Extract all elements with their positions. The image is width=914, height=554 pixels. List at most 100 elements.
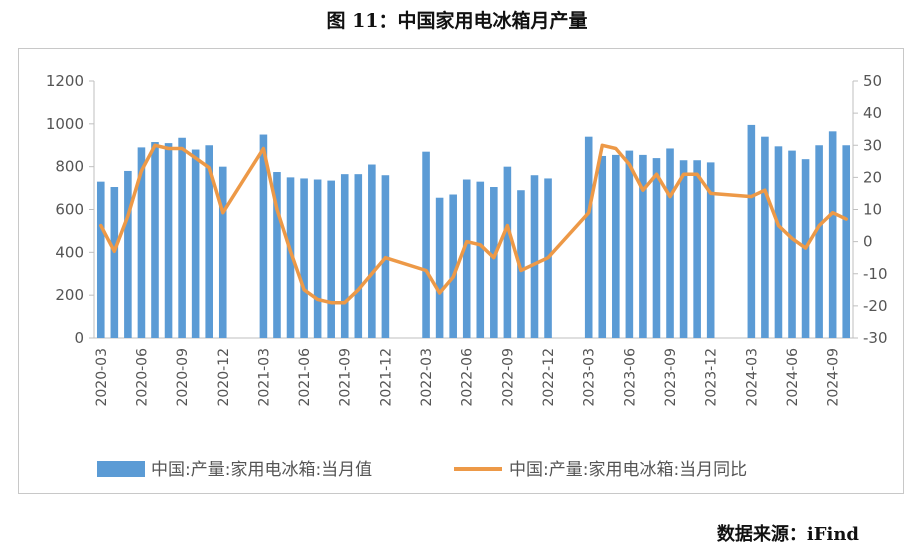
line-point (262, 147, 264, 149)
line-point (303, 289, 305, 291)
x-tick-label: 2023-09 (663, 348, 679, 407)
line-point (588, 212, 590, 214)
line-point (615, 147, 617, 149)
line-point (655, 173, 657, 175)
line-point (168, 147, 170, 149)
x-tick-label: 2023-03 (582, 348, 598, 407)
y-right-tick-label: -30 (863, 329, 888, 347)
line-point (195, 157, 197, 159)
line-point (479, 244, 481, 246)
line-point (100, 225, 102, 227)
bar (327, 180, 335, 338)
bar (164, 143, 173, 338)
y-right-tick-label: 10 (863, 201, 882, 219)
chart-svg: 0 200 400 600 800 1000 1200 -30 -20 -10 0 10 20 30 40 5… (46, 72, 888, 480)
x-tick-label: 2021-12 (378, 348, 394, 407)
bar (96, 181, 105, 338)
line-point (696, 173, 698, 175)
bar (300, 178, 308, 338)
line-point (113, 250, 115, 252)
x-tick-label: 2024-09 (826, 348, 842, 407)
bar (503, 166, 512, 338)
line-point (750, 196, 752, 198)
x-tick-label: 2020-09 (175, 348, 191, 407)
bar (706, 162, 715, 338)
bar (639, 154, 647, 338)
line-point (832, 212, 834, 214)
line-point (669, 196, 671, 198)
bar (625, 150, 634, 338)
line-point (140, 170, 142, 172)
x-tick-label: 2021-06 (297, 348, 313, 407)
line-point (520, 270, 522, 272)
y-right-tick-label: -20 (863, 297, 888, 315)
legend-line-label: 中国:产量:家用电冰箱:当月同比 (509, 460, 747, 480)
x-tick-label: 2023-06 (622, 348, 638, 407)
line-point (818, 225, 820, 227)
data-source: 数据来源：iFind (716, 524, 859, 545)
bar (747, 124, 756, 338)
bar (476, 181, 485, 338)
bar (191, 149, 200, 338)
line-point (317, 298, 319, 300)
bar (530, 175, 539, 338)
bar (354, 174, 363, 338)
line-point (344, 302, 346, 304)
y-left-tick-label: 800 (55, 158, 84, 176)
bar (761, 136, 769, 338)
bar (422, 151, 430, 338)
x-tick-label: 2020-06 (134, 348, 150, 407)
line-point (154, 144, 156, 146)
bar (584, 136, 593, 338)
figure-title: 图 11：中国家用电冰箱月产量 (326, 10, 588, 32)
bar (788, 150, 796, 338)
line-series-yoy (99, 143, 848, 305)
y-right-tick-label: 30 (863, 136, 882, 154)
y-right-tick-label: 40 (863, 104, 882, 122)
y-right-tick-label: -10 (863, 265, 888, 283)
line-point (683, 173, 685, 175)
bar (693, 160, 701, 338)
bar (462, 179, 471, 338)
bar (137, 147, 146, 338)
line-point (127, 215, 129, 217)
bar (828, 131, 837, 338)
x-tick-label: 2024-06 (785, 348, 801, 407)
bar (273, 172, 281, 338)
line-point (357, 289, 359, 291)
y-left-tick-label: 0 (74, 329, 84, 347)
line-point (222, 212, 224, 214)
line-point (791, 237, 793, 239)
y-right-tick-label: 50 (863, 72, 882, 90)
bar (517, 190, 525, 338)
bar (598, 155, 607, 338)
bar (340, 174, 349, 338)
y-right-tick-label: 0 (863, 233, 873, 251)
line-point (425, 270, 427, 272)
x-tick-label: 2022-09 (500, 348, 516, 407)
line-point (384, 257, 386, 259)
line-point (642, 189, 644, 191)
line-point (777, 225, 779, 227)
line-point (371, 273, 373, 275)
y-right-tick-label: 20 (863, 168, 882, 186)
x-tick-label: 2021-09 (338, 348, 354, 407)
y-left-tick-label: 600 (55, 201, 84, 219)
bar (368, 164, 376, 338)
bar (449, 194, 457, 338)
bar (679, 160, 688, 338)
x-tick-label: 2022-12 (541, 348, 557, 407)
x-tick-label: 2021-03 (256, 348, 272, 407)
bar (666, 148, 674, 338)
x-tick-label: 2020-03 (94, 348, 110, 407)
bar (124, 170, 132, 338)
bar (218, 166, 227, 338)
line-point (466, 241, 468, 243)
bar (612, 154, 620, 338)
line-point (710, 192, 712, 194)
bar (435, 197, 444, 338)
line-point (764, 189, 766, 191)
chart-frame: 0 200 400 600 800 1000 1200 -30 -20 -10 0 10 20 30 40 5… (18, 48, 904, 494)
line-point (533, 263, 535, 265)
x-tick-label: 2022-03 (419, 348, 435, 407)
